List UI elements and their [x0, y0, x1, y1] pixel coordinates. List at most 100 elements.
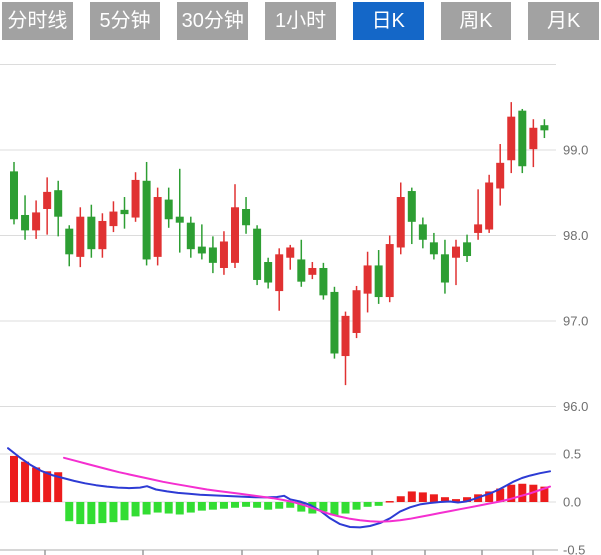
macd-bar-negative — [264, 502, 273, 510]
candle-body — [463, 242, 472, 257]
macd-dif-line — [7, 447, 551, 529]
tab-5min[interactable]: 5分钟 — [89, 2, 161, 40]
candle-body — [54, 190, 63, 217]
candle-body — [43, 191, 52, 209]
macd-bar-positive — [485, 491, 494, 502]
macd-axis-label: -0.5 — [563, 543, 585, 555]
macd-bar-positive — [385, 501, 394, 503]
macd-bar-negative — [153, 502, 162, 513]
macd-bar-positive — [21, 461, 30, 502]
candle-body — [440, 254, 449, 283]
timeframe-tabbar: 分时线 5分钟 30分钟 1小时 日K 周K 月K — [0, 2, 601, 40]
candle-body — [429, 242, 438, 255]
candle-body — [197, 246, 206, 254]
candle-body — [10, 171, 18, 220]
macd-bar-positive — [10, 455, 18, 502]
macd-bar-positive — [507, 484, 516, 502]
tab-weekly-k[interactable]: 周K — [440, 2, 512, 40]
candle-body — [98, 220, 107, 250]
candles — [10, 102, 549, 386]
candle-body — [65, 228, 74, 255]
macd-bar-negative — [175, 502, 184, 515]
candle-body — [374, 265, 383, 298]
candle-body — [507, 116, 516, 161]
macd-bar-negative — [242, 502, 251, 507]
candle-body — [385, 244, 394, 298]
tab-time-line[interactable]: 分时线 — [2, 2, 73, 40]
macd-bar-positive — [43, 471, 52, 502]
candle-body — [529, 127, 538, 150]
candle-body — [418, 224, 427, 240]
macd-bar-positive — [496, 488, 505, 502]
macd-bar-positive — [518, 483, 527, 502]
candle-body — [208, 247, 217, 263]
macd-axis-label: 0.5 — [563, 447, 581, 462]
candle-body — [352, 290, 361, 333]
macd-dea-line — [63, 456, 551, 523]
candle-body — [153, 197, 162, 257]
macd-bar-negative — [286, 502, 295, 508]
candle-body — [540, 125, 549, 131]
candle-body — [407, 191, 416, 222]
macd-bar-negative — [65, 502, 74, 522]
macd-bar-negative — [120, 502, 129, 521]
macd-axis-label: 0.0 — [563, 495, 581, 510]
macd-bar-negative — [352, 502, 361, 510]
candle-body — [109, 211, 118, 227]
macd-bar-negative — [131, 502, 140, 517]
candle-body — [485, 182, 494, 230]
macd-bar-negative — [253, 502, 262, 508]
macd-bar-negative — [341, 502, 350, 514]
candle-body — [253, 228, 262, 280]
candle-body — [120, 209, 129, 215]
macd-bar-negative — [76, 502, 85, 525]
candle-body — [32, 212, 41, 231]
candle-body — [330, 291, 339, 354]
candle-body — [231, 207, 239, 263]
macd-bar-negative — [330, 502, 339, 516]
price-axis-label: 99.0 — [563, 143, 588, 158]
candle-body — [76, 216, 85, 257]
macd-bar-negative — [363, 502, 372, 507]
candle-body — [308, 267, 317, 275]
candle-body — [242, 208, 251, 226]
macd-bar-negative — [319, 502, 328, 512]
tab-30min[interactable]: 30分钟 — [177, 2, 249, 40]
macd-histogram — [10, 455, 549, 525]
price-axis-label: 98.0 — [563, 228, 588, 243]
candle-body — [21, 214, 30, 231]
candle-body — [297, 259, 306, 282]
candle-body — [363, 265, 372, 294]
price-axis-label: 97.0 — [563, 314, 588, 329]
macd-bar-negative — [297, 502, 306, 512]
tab-daily-k[interactable]: 日K — [352, 2, 424, 40]
candle-body — [474, 224, 483, 233]
candle-body — [496, 162, 505, 189]
macd-bar-positive — [463, 497, 472, 502]
macd-bar-positive — [540, 486, 549, 502]
macd-bar-positive — [529, 484, 538, 502]
candle-body — [286, 247, 295, 258]
macd-bar-positive — [396, 496, 405, 502]
candle-body — [175, 216, 184, 223]
candle-body — [264, 262, 273, 283]
macd-bar-negative — [275, 502, 284, 509]
macd-bar-positive — [407, 491, 416, 502]
macd-bar-negative — [186, 502, 195, 513]
macd-bar-negative — [109, 502, 118, 523]
candle-body — [131, 179, 140, 218]
candle-body — [186, 222, 195, 250]
macd-bar-negative — [374, 502, 383, 506]
macd-bar-positive — [32, 467, 41, 502]
macd-bar-negative — [208, 502, 217, 510]
tab-monthly-k[interactable]: 月K — [528, 2, 600, 40]
candle-body — [219, 241, 228, 268]
candle-body — [142, 180, 151, 260]
macd-bar-positive — [452, 499, 460, 502]
tab-1hour[interactable]: 1小时 — [265, 2, 336, 40]
macd-bar-positive — [440, 497, 449, 502]
macd-bar-negative — [142, 502, 151, 515]
macd-bar-positive — [54, 472, 63, 502]
candle-body — [164, 199, 173, 220]
